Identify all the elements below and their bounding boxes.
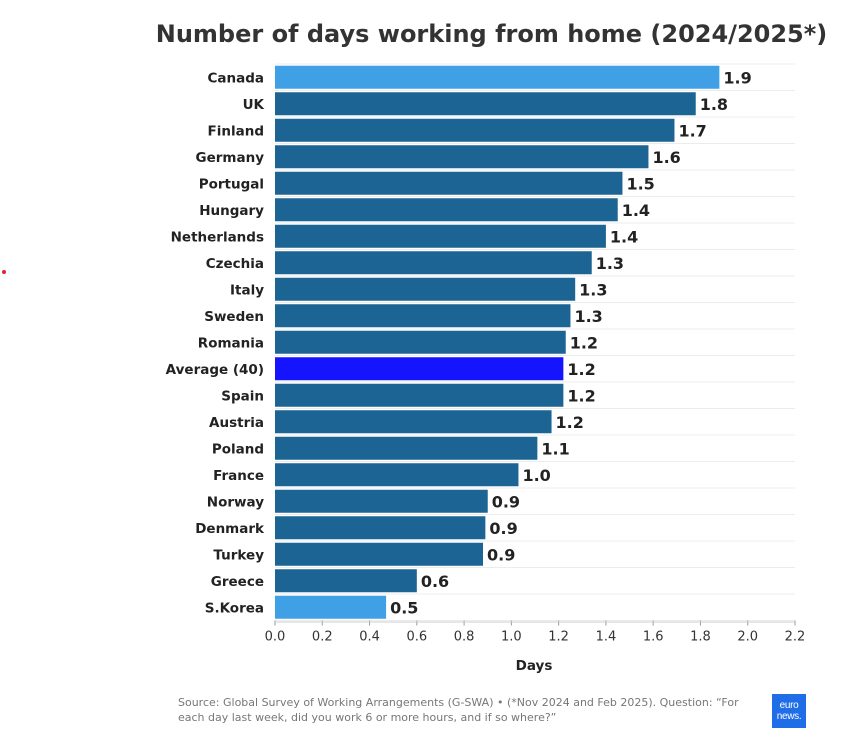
x-tick-label: 1.4	[596, 630, 617, 645]
value-label: 1.7	[678, 121, 706, 140]
value-label: 0.9	[489, 519, 517, 538]
bar	[275, 198, 618, 222]
category-label: Denmark	[195, 521, 265, 537]
bar	[275, 251, 592, 275]
logo-line-2: news.	[776, 711, 802, 722]
bar	[275, 304, 571, 328]
red-dot-marker	[2, 270, 6, 274]
value-label: 0.9	[492, 492, 520, 511]
value-label: 1.8	[700, 95, 728, 114]
x-axis-label: Days	[515, 658, 553, 674]
bar	[275, 489, 488, 513]
value-label: 1.9	[723, 68, 751, 87]
value-label: 1.2	[570, 333, 598, 352]
category-label: Spain	[221, 388, 264, 404]
bar	[275, 410, 552, 434]
bar	[275, 277, 576, 301]
category-label: Germany	[196, 150, 265, 166]
x-tick-label: 0.6	[406, 630, 427, 645]
value-label: 1.3	[574, 307, 602, 326]
euronews-logo: euro news.	[772, 694, 806, 728]
value-label: 0.9	[487, 545, 515, 564]
bar	[275, 436, 538, 460]
bar	[275, 145, 649, 169]
category-label: Canada	[207, 70, 264, 86]
x-tick-label: 0.0	[265, 630, 286, 645]
bar	[275, 542, 483, 566]
x-tick-label: 0.8	[454, 630, 475, 645]
category-label: Portugal	[199, 176, 264, 192]
value-label: 1.2	[556, 413, 584, 432]
x-tick-label: 1.8	[690, 630, 711, 645]
value-label: 1.1	[541, 439, 569, 458]
logo-line-1: euro	[779, 700, 799, 711]
x-tick-label: 2.0	[737, 630, 758, 645]
category-label: UK	[243, 97, 265, 113]
category-label: Turkey	[213, 547, 264, 563]
bar	[275, 224, 606, 248]
bar	[275, 92, 696, 116]
x-tick-label: 0.2	[312, 630, 333, 645]
category-label: S.Korea	[205, 600, 264, 616]
chart-title: Number of days working from home (2024/2…	[155, 20, 828, 48]
category-label: Norway	[207, 494, 264, 510]
value-label: 1.3	[579, 280, 607, 299]
category-label: France	[213, 468, 264, 484]
category-label: Finland	[208, 123, 264, 139]
bar	[275, 595, 387, 619]
value-label: 1.3	[596, 254, 624, 273]
value-label: 0.6	[421, 572, 449, 591]
value-label: 0.5	[390, 598, 418, 617]
value-label: 1.4	[610, 227, 638, 246]
category-label: Italy	[230, 282, 264, 298]
bar	[275, 118, 675, 142]
bar	[275, 357, 564, 381]
value-label: 1.2	[567, 360, 595, 379]
category-label: Czechia	[206, 256, 264, 272]
x-tick-label: 2.2	[785, 630, 806, 645]
grid-lines	[275, 63, 795, 621]
bar	[275, 463, 519, 487]
value-label: 1.6	[652, 148, 680, 167]
x-tick-label: 1.0	[501, 630, 522, 645]
value-label: 1.2	[567, 386, 595, 405]
category-label: Greece	[211, 574, 264, 590]
bar	[275, 171, 623, 195]
x-tick-label: 1.6	[643, 630, 664, 645]
category-label: Romania	[198, 335, 264, 351]
x-tick-label: 0.4	[359, 630, 380, 645]
bar	[275, 383, 564, 407]
labels: 0.0 0.2 0.4 0.6 0.8 1.0 1.2 1.4 1.6 1.8 2.0 2.2 Cana…	[166, 68, 806, 644]
category-label: Poland	[212, 441, 264, 457]
x-tick-label: 1.2	[548, 630, 569, 645]
bar	[275, 65, 720, 89]
value-label: 1.4	[622, 201, 650, 220]
category-label: Average (40)	[166, 362, 264, 378]
category-label: Austria	[209, 415, 264, 431]
bar	[275, 569, 417, 593]
category-label: Netherlands	[171, 229, 264, 245]
value-label: 1.5	[626, 174, 654, 193]
bar	[275, 330, 566, 354]
bars	[275, 65, 720, 619]
category-label: Hungary	[199, 203, 264, 219]
category-label: Sweden	[204, 309, 264, 325]
value-label: 1.0	[522, 466, 550, 485]
source-note: Source: Global Survey of Working Arrange…	[178, 696, 739, 724]
bar	[275, 516, 486, 540]
